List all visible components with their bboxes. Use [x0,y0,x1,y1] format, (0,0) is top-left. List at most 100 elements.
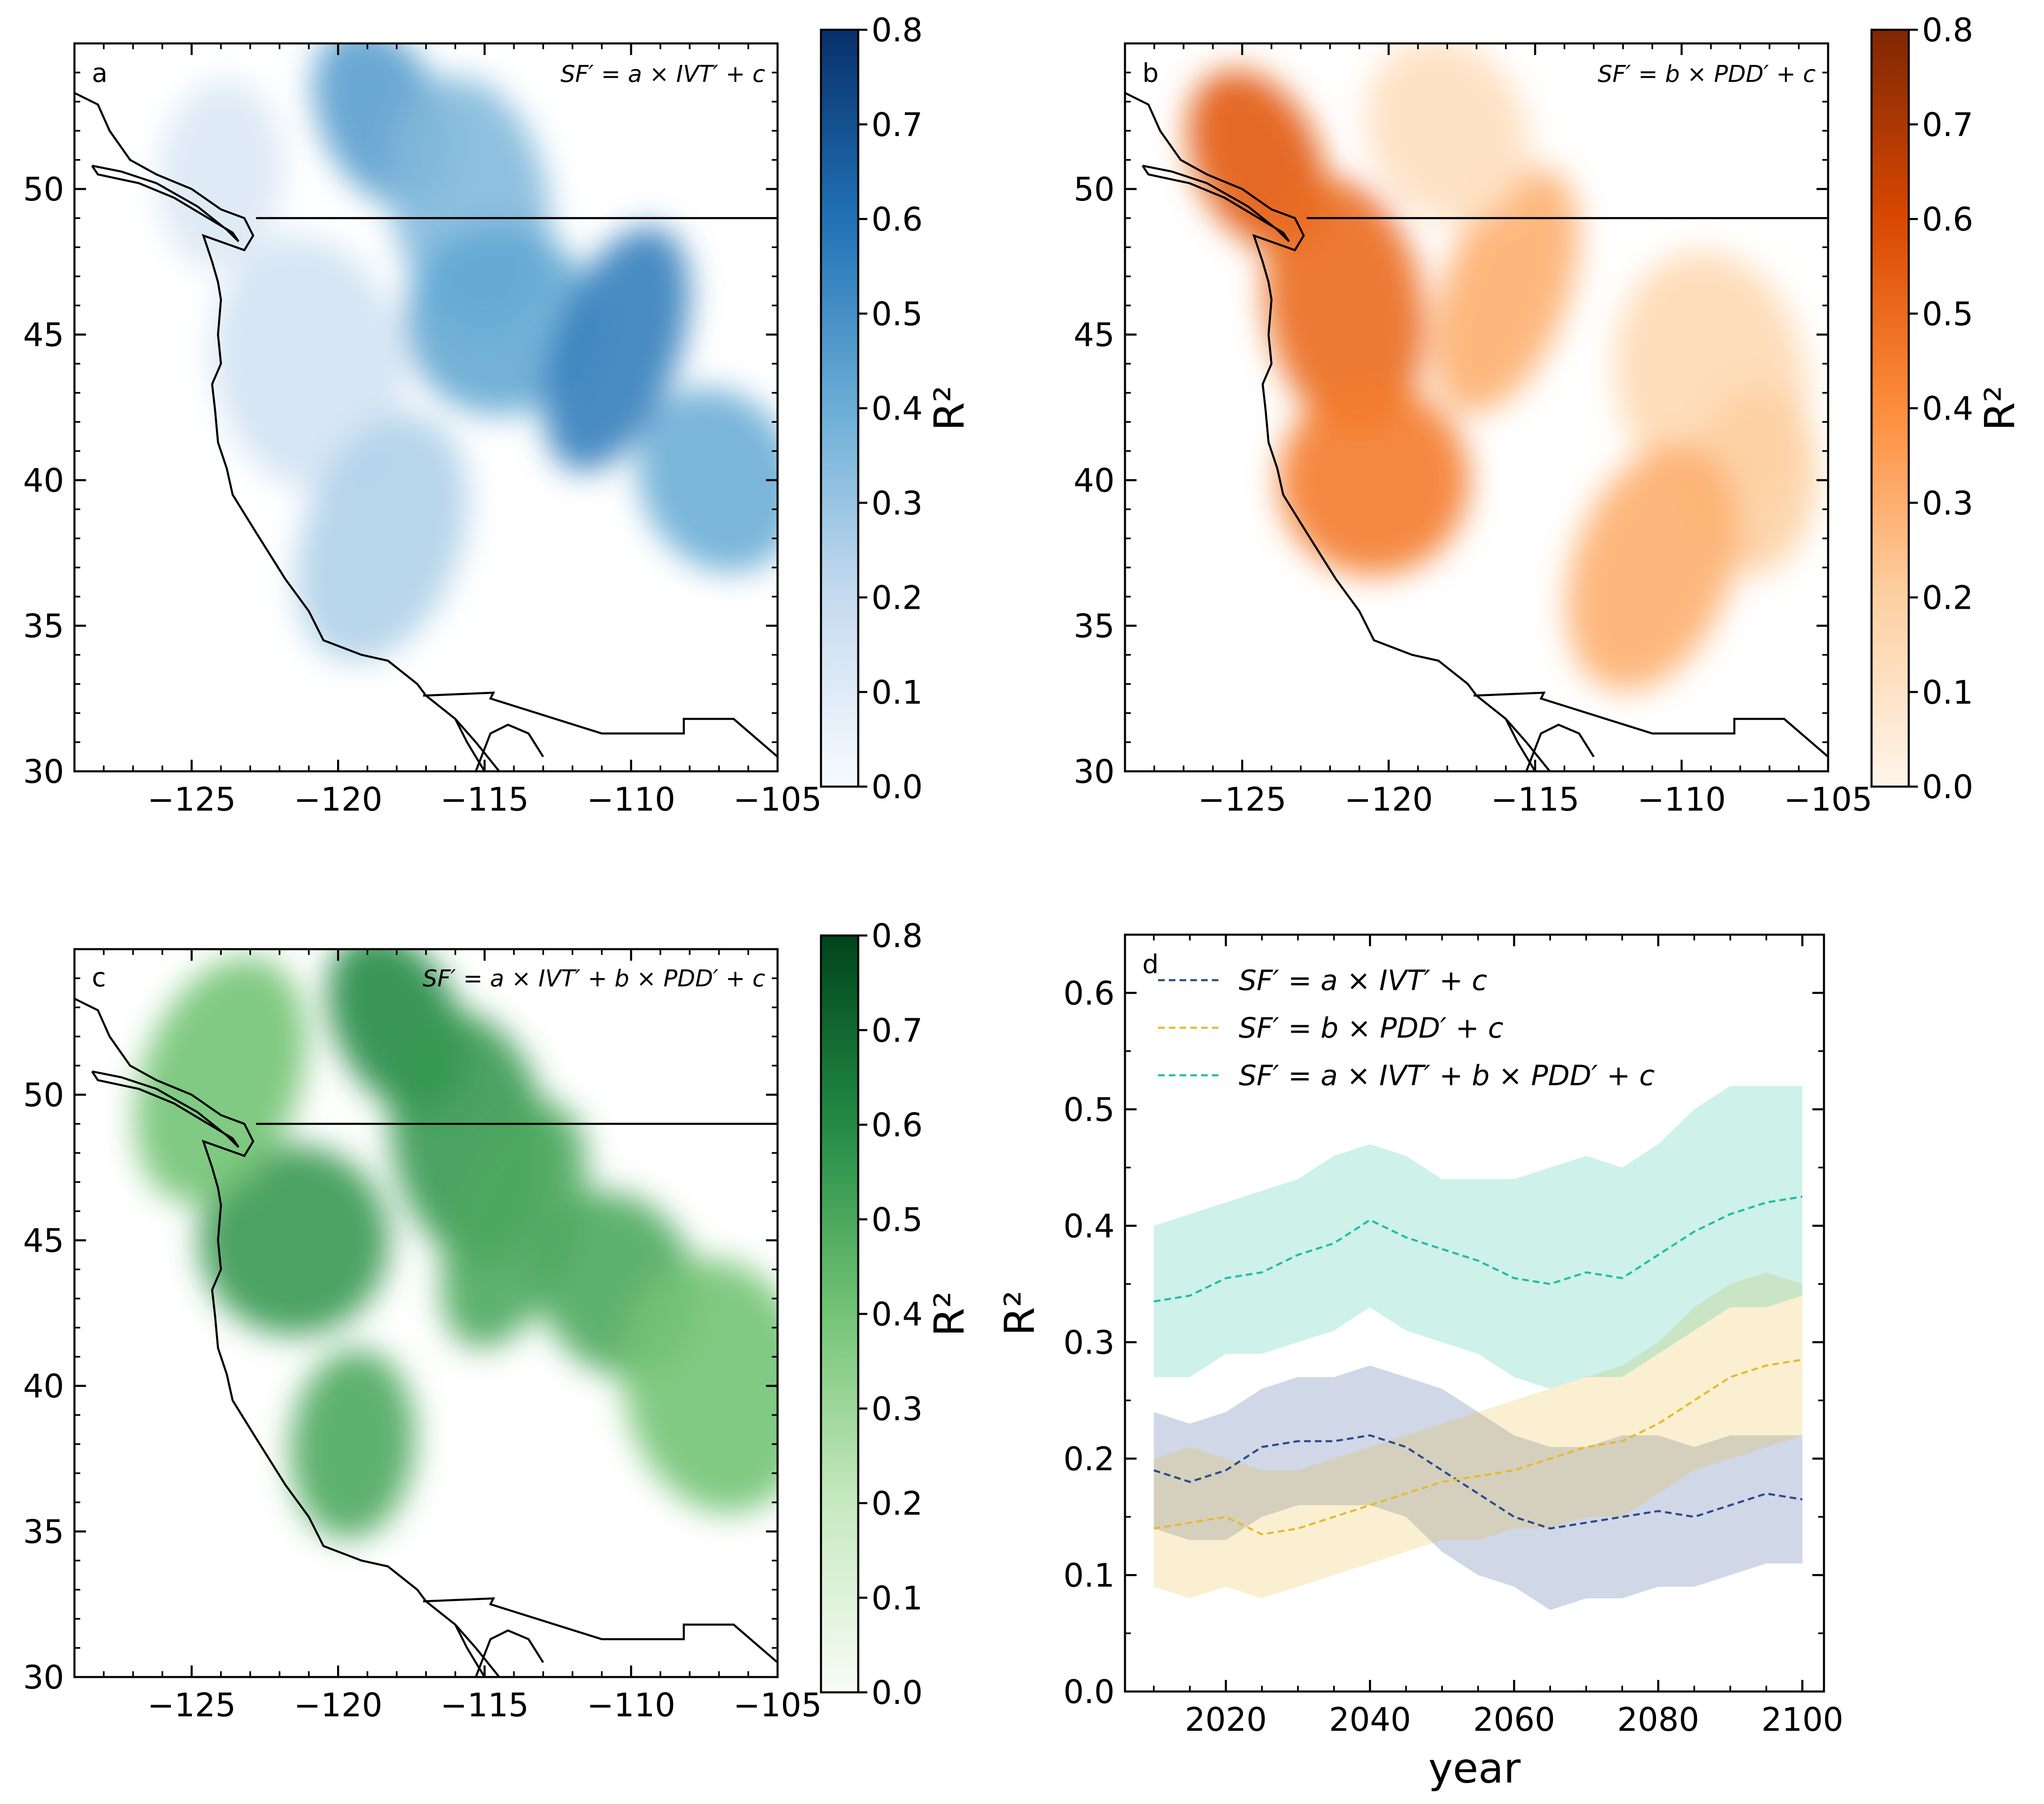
colorbar-gradient [820,934,859,1694]
legend-entry: SF′ = b × PDD′ + c [1239,1012,1503,1045]
y-tick-label: 40 [23,1368,64,1405]
colorbar-tick-label: 0.2 [1922,580,1973,617]
panel-d-legend: SF′ = a × IVT′ + c SF′ = b × PDD′ + c SF′ … [1158,964,1655,1092]
colorbar-gradient [820,29,859,788]
x-tick-label: 2080 [1617,1701,1699,1739]
panel-a-label: a [92,58,108,88]
series-2-line [1154,1359,1803,1536]
colorbar-tick-label: 0.5 [871,296,923,333]
colorbar-tick-label: 0.1 [1922,674,1973,711]
colorbar-tick-label: 0.5 [871,1201,923,1239]
x-tick-label: −120 [294,781,382,818]
region-6 [622,1258,778,1513]
colorbar-label: R² [925,1291,974,1337]
colorbar-gradient [1870,29,1910,788]
y-tick-label: 30 [23,1659,64,1696]
panel-c-frame [73,948,779,1678]
colorbar-tick-label: 0.3 [871,485,923,522]
colorbar-label: R² [1976,385,2024,431]
y-tick-label: 0.0 [1063,1674,1115,1711]
mexico-border-line [423,1597,778,1663]
panel-a-data-layer [158,43,778,662]
region-5 [637,388,778,573]
coastline [74,998,500,1677]
colorbar-tick-label: 0.7 [871,1012,923,1050]
panel-c: −125 −120 −115 −110 −105 30 35 40 45 50 c SF′ = a… [23,918,974,1724]
panel-b-colorbar: 0.0 0.1 0.2 0.3 0.4 0.5 0.6 0.7 0.8 R² [1870,12,2024,806]
y-tick-label: 45 [23,1223,64,1260]
panel-a-colorbar: 0.0 0.1 0.2 0.3 0.4 0.5 0.6 0.7 0.8 R² [820,12,974,806]
panel-b-label: b [1142,58,1158,88]
x-tick-label: −115 [440,781,529,818]
colorbar-tick-label: 0.4 [1922,390,1973,428]
vancouver-island-outline [91,165,239,242]
colorbar-tick-label: 0.4 [871,1296,923,1333]
x-tick-label: −115 [1491,781,1580,818]
panel-d-uncertainty-bands [1154,1086,1802,1610]
panel-d-y-axis-label: R² [996,1290,1044,1336]
x-tick-label: −105 [733,781,822,818]
region-3 [1279,385,1470,575]
mexico-border-line [423,691,778,758]
y-tick-label: 50 [23,171,64,208]
coastline [74,92,500,771]
x-tick-label: −110 [1637,781,1726,818]
panel-a-coastline [74,92,778,771]
panel-b-data-layer [1187,43,1817,691]
panel-a-frame [73,42,779,773]
panel-d-label: d [1142,949,1158,979]
x-tick-label: −115 [440,1687,529,1724]
y-tick-label: 0.5 [1063,1091,1115,1129]
baja-outline [454,718,486,771]
panel-b-ticks: −125 −120 −115 −110 −105 30 35 40 45 50 [1074,43,1872,818]
region-5 [1365,43,1529,223]
colorbar-tick-label: 0.3 [1922,485,1973,522]
y-tick-label: 0.4 [1063,1208,1115,1245]
panel-b-coastline [1125,92,1828,771]
region-8 [296,415,468,662]
region-4 [1433,168,1579,414]
colorbar-tick-label: 0.6 [871,201,923,239]
x-tick-label: −125 [147,781,236,818]
colorbar-tick-label: 0.2 [871,580,923,617]
x-tick-label: −125 [1198,781,1286,818]
y-tick-label: 50 [23,1077,64,1114]
colorbar-tick-label: 0.3 [871,1391,923,1428]
gulf-outline [475,723,544,771]
x-tick-label: −110 [587,781,675,818]
panel-c-label: c [92,962,106,993]
panel-c-colorbar: 0.0 0.1 0.2 0.3 0.4 0.5 0.6 0.7 0.8 R² [820,918,974,1712]
region-7 [290,1349,415,1539]
x-tick-label: 2060 [1473,1701,1556,1739]
colorbar-label: R² [925,385,974,431]
y-tick-label: 0.1 [1063,1557,1115,1594]
baja-outline [1505,718,1536,771]
panel-b: −125 −120 −115 −110 −105 30 35 40 45 50 b SF′ = b… [1074,12,2024,818]
series-1-line [1153,1434,1803,1530]
colorbar-tick-label: 0.0 [871,769,923,806]
coastline [1125,92,1551,771]
x-tick-label: −120 [294,1687,382,1724]
colorbar-tick-label: 0.2 [871,1486,923,1523]
colorbar-tick-label: 0.7 [1922,107,1973,144]
y-tick-label: 0.3 [1063,1324,1115,1361]
legend-entry: SF′ = a × IVT′ + b × PDD′ + c [1239,1060,1655,1092]
x-tick-label: 2040 [1329,1701,1411,1739]
colorbar-tick-label: 0.1 [871,674,923,711]
x-tick-label: −105 [1784,781,1872,818]
gulf-outline [475,1629,544,1677]
colorbar-tick-label: 0.0 [1922,769,1973,806]
region-4 [543,227,689,471]
region-8 [135,957,307,1204]
colorbar-tick-label: 0.5 [1922,296,1973,333]
x-tick-label: 2100 [1761,1701,1843,1739]
x-tick-label: −105 [733,1687,822,1724]
panel-b-annotation: SF′ = b × PDD′ + c [1598,61,1816,88]
panel-d: 2020 2040 2060 2080 2100 0.0 0.1 0.2 0.3 0.4 0.5 0.… [996,933,1843,1792]
region-3 [404,225,595,415]
series-2-band [1154,1272,1802,1598]
colorbar-tick-label: 0.6 [871,1107,923,1144]
mexico-border-line [1473,691,1828,758]
colorbar-tick-label: 0.8 [1922,12,1973,49]
